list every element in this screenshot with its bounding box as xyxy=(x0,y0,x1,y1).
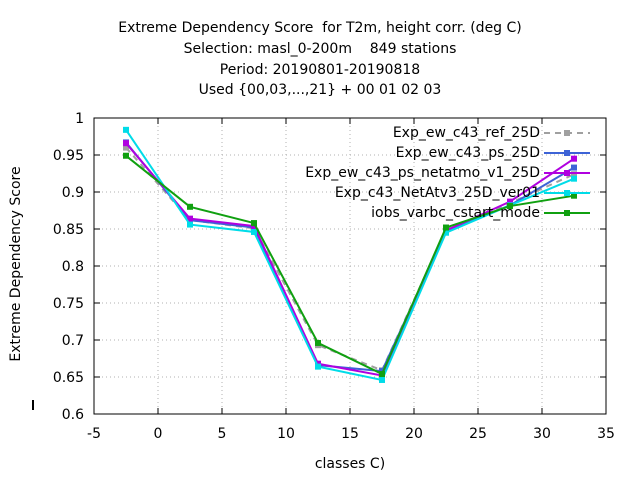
series-5 xyxy=(123,152,577,378)
data-point xyxy=(571,155,577,162)
data-point xyxy=(251,228,257,235)
legend-marker xyxy=(564,130,570,136)
data-point xyxy=(315,363,321,370)
series-lines xyxy=(123,126,577,383)
y-tick-label: 0.65 xyxy=(53,370,84,386)
x-tick-label: 35 xyxy=(597,426,615,442)
data-point xyxy=(123,144,129,151)
series-line xyxy=(125,154,575,376)
legend-marker xyxy=(564,190,570,196)
y-tick-label: 1 xyxy=(75,111,84,127)
series-line xyxy=(125,142,575,377)
x-tick-label: 25 xyxy=(469,426,487,442)
x-tick-label: 10 xyxy=(277,426,295,442)
x-tick-label: 5 xyxy=(218,426,227,442)
data-point xyxy=(571,175,577,182)
y-tick-label: 0.75 xyxy=(53,296,84,312)
title-line-1: Extreme Dependency Score for T2m, height… xyxy=(118,20,522,36)
data-point xyxy=(507,203,513,210)
axis-ticks: -5 0 5 10 15 20 25 30 35 0.6 0.65 0.7 0.75 0.8 0.85 0.9… xyxy=(53,111,615,442)
data-point xyxy=(187,221,193,228)
data-point xyxy=(571,192,577,199)
data-point xyxy=(379,371,385,378)
data-point xyxy=(123,126,129,133)
legend-label: iobs_varbc_cstart_mode xyxy=(371,205,540,221)
grid xyxy=(94,118,606,414)
x-tick-label: 0 xyxy=(154,426,163,442)
x-tick-label: 30 xyxy=(533,426,551,442)
legend-label: Exp_ew_c43_ps_netatmo_v1_25D xyxy=(305,165,540,181)
y-tick-label: 0.6 xyxy=(62,407,84,423)
data-point xyxy=(443,229,449,236)
legend-label: Exp_ew_c43_ref_25D xyxy=(392,125,540,141)
y-tick-label: 0.9 xyxy=(62,185,84,201)
y-tick-label: 0.7 xyxy=(62,333,84,349)
legend-marker xyxy=(564,210,570,216)
legend-entry: Exp_ew_c43_ps_25D xyxy=(0,144,640,162)
data-point xyxy=(251,220,257,227)
title-line-2: Selection: masl_0-200m 849 stations xyxy=(183,41,457,57)
data-point xyxy=(507,198,513,205)
data-point xyxy=(123,152,129,159)
y-tick-label: 0.85 xyxy=(53,222,84,238)
data-point xyxy=(315,339,321,346)
x-axis-label: classes C) xyxy=(314,456,386,472)
data-point xyxy=(187,203,193,210)
legend-marker xyxy=(564,170,570,176)
legend-entry: Exp_c43_NetAtv3_25D_ver01 xyxy=(0,184,640,202)
data-point xyxy=(123,140,129,147)
legend-marker xyxy=(564,150,570,156)
data-point xyxy=(571,171,577,178)
y-tick-label: 0.8 xyxy=(62,259,84,275)
data-point xyxy=(187,215,193,222)
title-line-4: Used {00,03,...,21} + 00 01 02 03 xyxy=(198,82,442,98)
series-line xyxy=(125,146,575,372)
legend-entry: iobs_varbc_cstart_mode xyxy=(0,204,640,222)
legend-label: Exp_ew_c43_ps_25D xyxy=(395,145,540,161)
data-point xyxy=(571,164,577,171)
legend-label: Exp_c43_NetAtv3_25D_ver01 xyxy=(334,185,540,201)
x-tick-label: 15 xyxy=(341,426,359,442)
data-point xyxy=(443,224,449,231)
legend-entry: Exp_ew_c43_ref_25D xyxy=(0,124,640,142)
data-point xyxy=(379,376,385,383)
y-tick-label: 0.95 xyxy=(53,148,84,164)
x-tick-label: 20 xyxy=(405,426,423,442)
plot-frame xyxy=(93,117,607,415)
title-line-3: Period: 20190801-20190818 xyxy=(219,62,421,78)
legend-entry: Exp_ew_c43_ps_netatmo_v1_25D xyxy=(0,164,640,182)
legend-swatches xyxy=(544,130,590,216)
x-tick-label: -5 xyxy=(87,426,101,442)
